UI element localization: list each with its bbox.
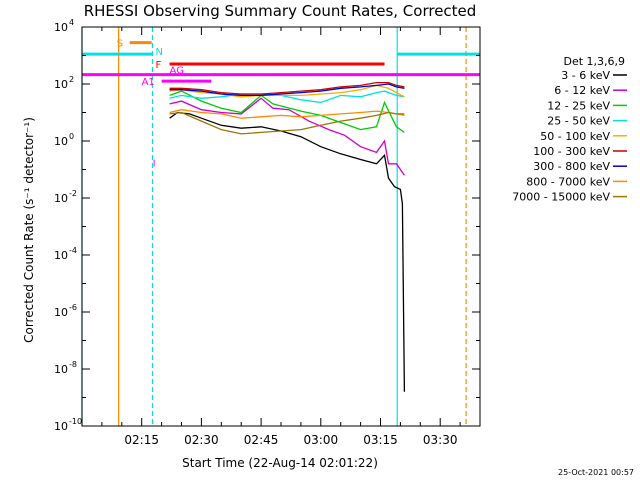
y-tick-label: 10 bbox=[54, 249, 68, 262]
y-tick-label: 10 bbox=[54, 420, 68, 433]
legend: 3 - 6 keV 6 - 12 keV 12 - 25 keV 25 - 50 ke… bbox=[512, 69, 627, 204]
series-line bbox=[169, 90, 405, 104]
legend-label: 25 - 50 keV bbox=[547, 115, 610, 128]
y-tick-exponent: -10 bbox=[69, 417, 82, 426]
y-tick-exponent: 0 bbox=[69, 132, 74, 141]
chart-title: RHESSI Observing Summary Count Rates, Co… bbox=[84, 2, 477, 20]
series-line bbox=[169, 81, 405, 95]
flag-label: I bbox=[153, 159, 156, 170]
x-tick-label: 03:15 bbox=[363, 433, 398, 447]
series-line bbox=[169, 109, 405, 119]
y-tick-exponent: 4 bbox=[69, 18, 74, 27]
series-line bbox=[169, 111, 405, 135]
plot-area: S NF AG A1 I bbox=[81, 27, 480, 426]
y-axis-label: Corrected Count Rate (s⁻¹ detector⁻¹) bbox=[22, 117, 36, 343]
legend-label: 6 - 12 keV bbox=[554, 84, 610, 97]
y-tick-exponent: -2 bbox=[69, 189, 77, 198]
legend-label: 12 - 25 keV bbox=[547, 99, 610, 112]
y-tick-label: 10 bbox=[54, 363, 68, 376]
series-line bbox=[169, 90, 405, 133]
series-line bbox=[169, 97, 405, 176]
series-line bbox=[169, 111, 406, 392]
series-line bbox=[169, 84, 405, 98]
x-tick-label: 02:15 bbox=[124, 433, 159, 447]
flag-label: F bbox=[156, 60, 162, 71]
y-tick-label: 10 bbox=[54, 135, 68, 148]
flag-label: S bbox=[117, 39, 123, 50]
y-tick-label: 10 bbox=[54, 21, 68, 34]
legend-label: 800 - 7000 keV bbox=[526, 175, 610, 188]
legend-label: 3 - 6 keV bbox=[561, 69, 610, 82]
legend-label: 50 - 100 keV bbox=[540, 130, 610, 143]
y-tick-label: 10 bbox=[54, 306, 68, 319]
legend-label: 300 - 800 keV bbox=[533, 160, 610, 173]
series-line bbox=[169, 83, 405, 97]
flag-label: A1 bbox=[142, 77, 155, 88]
x-tick-label: 02:45 bbox=[244, 433, 279, 447]
legend-title: Det 1,3,6,9 bbox=[563, 55, 625, 68]
x-tick-label: 02:30 bbox=[184, 433, 219, 447]
footer-timestamp: 25-Oct-2021 00:57 bbox=[558, 468, 634, 477]
y-tick-exponent: -6 bbox=[69, 303, 77, 312]
y-tick-exponent: -8 bbox=[69, 360, 77, 369]
y-tick-label: 10 bbox=[54, 78, 68, 91]
legend-label: 7000 - 15000 keV bbox=[512, 191, 610, 204]
x-axis-label: Start Time (22-Aug-14 02:01:22) bbox=[182, 456, 378, 470]
flag-label: AG bbox=[170, 66, 184, 77]
y-tick-exponent: 2 bbox=[69, 75, 74, 84]
x-tick-label: 03:30 bbox=[423, 433, 458, 447]
legend-label: 100 - 300 keV bbox=[533, 145, 610, 158]
x-tick-label: 03:00 bbox=[304, 433, 339, 447]
y-tick-label: 10 bbox=[54, 192, 68, 205]
x-axis: 02:15 02:30 02:45 03:00 03:15 03:30 bbox=[101, 27, 481, 447]
flag-label: N bbox=[155, 47, 162, 58]
y-tick-exponent: -4 bbox=[69, 246, 77, 255]
